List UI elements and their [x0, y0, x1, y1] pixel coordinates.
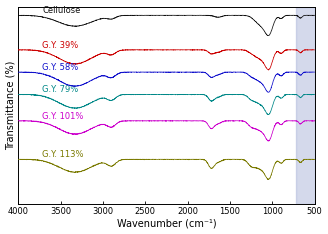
Text: G.Y. 58%: G.Y. 58%	[42, 63, 78, 72]
Y-axis label: Transmittance (%): Transmittance (%)	[6, 61, 15, 150]
Bar	[296, 7, 315, 204]
Text: G.Y. 39%: G.Y. 39%	[42, 41, 78, 50]
Text: G.Y. 113%: G.Y. 113%	[42, 150, 84, 159]
Text: Cellulose: Cellulose	[42, 6, 80, 15]
X-axis label: Wavenumber (cm⁻¹): Wavenumber (cm⁻¹)	[117, 219, 216, 228]
Text: G.Y. 101%: G.Y. 101%	[42, 112, 83, 121]
Text: G.Y. 79%: G.Y. 79%	[42, 85, 78, 94]
